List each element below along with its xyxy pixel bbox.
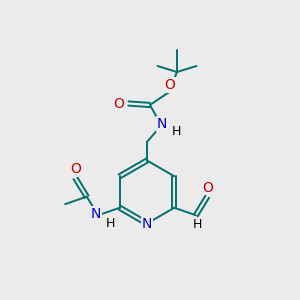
Text: O: O: [165, 78, 176, 92]
Text: H: H: [106, 217, 116, 230]
Text: O: O: [113, 97, 124, 110]
Text: N: N: [142, 217, 152, 230]
Text: O: O: [70, 162, 81, 176]
Text: O: O: [202, 181, 213, 195]
Text: H: H: [193, 218, 202, 231]
Text: H: H: [172, 125, 181, 138]
Text: N: N: [91, 207, 101, 221]
Text: N: N: [157, 117, 167, 131]
